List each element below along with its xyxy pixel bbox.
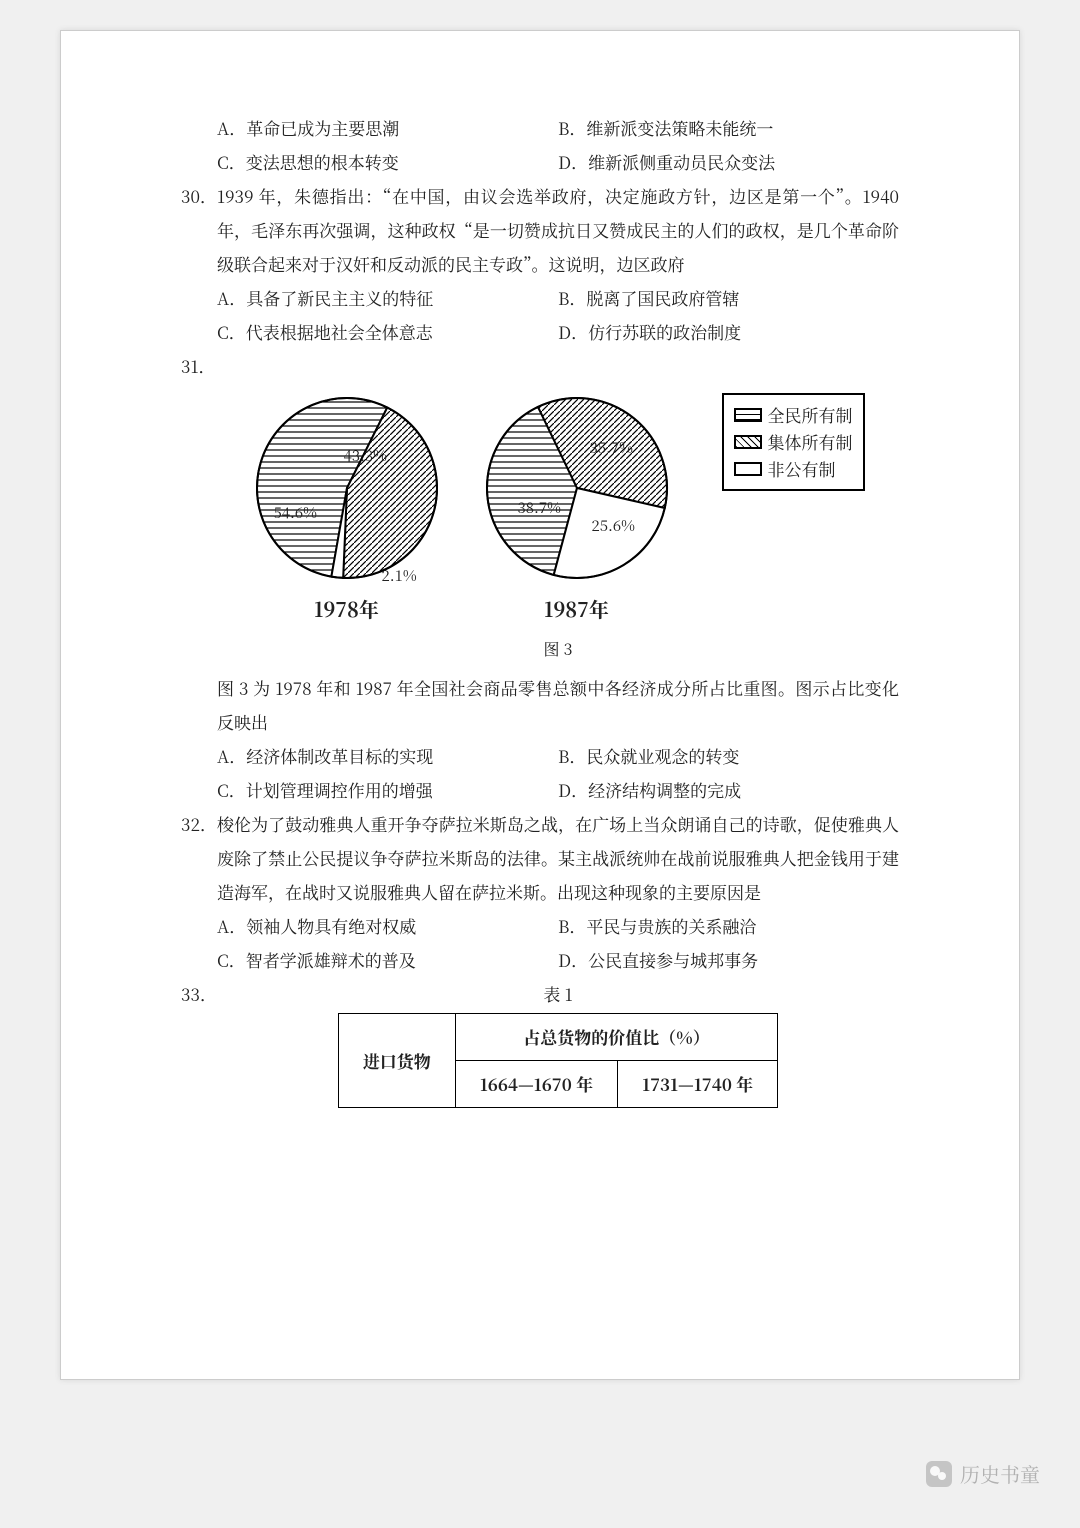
question-number: 31． xyxy=(181,349,217,383)
table-subheader-0: 1664—1670 年 xyxy=(455,1061,617,1108)
option-c: C．代表根据地社会全体意志 xyxy=(217,315,558,349)
pie-1978-year: 1978年 xyxy=(314,589,379,629)
table-subheader-1: 1731—1740 年 xyxy=(618,1061,778,1108)
pie-1987: 38.7% 35.7% 25.6% xyxy=(482,393,672,583)
table-caption: 表 1 xyxy=(217,977,899,1011)
figure-caption: 图 3 xyxy=(217,633,899,665)
pie-1978: 54.6% 43.3% 2.1% xyxy=(252,393,442,583)
pie-1978-label-1: 43.3% xyxy=(344,441,388,471)
wechat-icon xyxy=(926,1461,952,1487)
table-header-span: 占总货物的价值比（%） xyxy=(455,1014,777,1061)
option-c: C．变法思想的根本转变 xyxy=(217,145,558,179)
figure-3: 54.6% 43.3% 2.1% 1978年 38.7% xyxy=(181,393,899,665)
pie-1978-label-0: 54.6% xyxy=(274,498,318,528)
option-b: B．民众就业观念的转变 xyxy=(558,739,899,773)
pie-1987-year: 1987年 xyxy=(544,589,609,629)
pie-1987-label-0: 38.7% xyxy=(518,493,562,523)
watermark: 历史书童 xyxy=(926,1459,1040,1488)
option-a: A．经济体制改革目标的实现 xyxy=(217,739,558,773)
table-header-col0: 进口货物 xyxy=(338,1014,455,1108)
question-number: 32． xyxy=(181,807,217,909)
pie-1987-label-1: 35.7% xyxy=(590,433,634,463)
option-c: C．智者学派雄辩术的普及 xyxy=(217,943,558,977)
question-30: 30． 1939 年，朱德指出：“在中国，由议会选举政府，决定施政方针，边区是第… xyxy=(181,179,899,349)
legend-swatch-horizontal-hatch xyxy=(734,408,762,422)
question-number: 33． xyxy=(181,977,217,1011)
pie-1978-label-2: 2.1% xyxy=(382,561,417,591)
question-prev-options: A．革命已成为主要思潮 B．维新派变法策略未能统一 C．变法思想的根本转变 D．… xyxy=(181,111,899,179)
pie-1987-label-2: 25.6% xyxy=(592,511,636,541)
option-d: D．仿行苏联的政治制度 xyxy=(558,315,899,349)
option-d: D．维新派侧重动员民众变法 xyxy=(558,145,899,179)
question-stem: 梭伦为了鼓动雅典人重开争夺萨拉米斯岛之战，在广场上当众朗诵自己的诗歌，促使雅典人… xyxy=(217,807,899,909)
option-a: A．革命已成为主要思潮 xyxy=(217,111,558,145)
legend-label-2: 非公有制 xyxy=(768,455,836,482)
question-stem: 图 3 为 1978 年和 1987 年全国社会商品零售总额中各经济成分所占比重… xyxy=(181,671,899,739)
legend-swatch-diagonal-hatch xyxy=(734,435,762,449)
option-b: B．脱离了国民政府管辖 xyxy=(558,281,899,315)
legend-label-0: 全民所有制 xyxy=(768,401,853,428)
option-c: C．计划管理调控作用的增强 xyxy=(217,773,558,807)
question-33: 33． 表 1 进口货物 占总货物的价值比（%） 1664—1670 年 173… xyxy=(181,977,899,1108)
option-d: D．经济结构调整的完成 xyxy=(558,773,899,807)
question-32: 32． 梭伦为了鼓动雅典人重开争夺萨拉米斯岛之战，在广场上当众朗诵自己的诗歌，促… xyxy=(181,807,899,977)
question-stem: 1939 年，朱德指出：“在中国，由议会选举政府，决定施政方针，边区是第一个”。… xyxy=(217,179,899,281)
option-b: B．维新派变法策略未能统一 xyxy=(558,111,899,145)
option-b: B．平民与贵族的关系融洽 xyxy=(558,909,899,943)
watermark-text: 历史书童 xyxy=(960,1459,1040,1488)
legend-label-1: 集体所有制 xyxy=(768,428,853,455)
pie-legend: 全民所有制 集体所有制 非公有制 xyxy=(722,393,865,491)
question-number: 30． xyxy=(181,179,217,281)
option-a: A．领袖人物具有绝对权威 xyxy=(217,909,558,943)
option-d: D．公民直接参与城邦事务 xyxy=(558,943,899,977)
option-a: A．具备了新民主主义的特征 xyxy=(217,281,558,315)
legend-swatch-white xyxy=(734,462,762,476)
question-31: 31． xyxy=(181,349,899,807)
table-1: 进口货物 占总货物的价值比（%） 1664—1670 年 1731—1740 年 xyxy=(338,1013,778,1108)
